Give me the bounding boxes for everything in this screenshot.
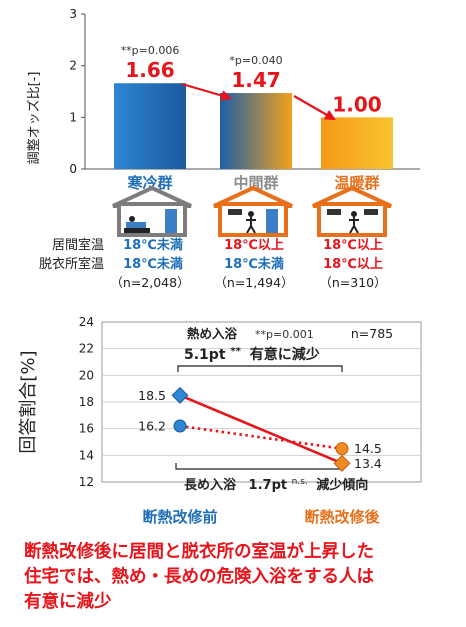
- bar-1: [220, 93, 292, 169]
- bar-series: 1.66**p=0.006 寒冷群 1.47*p=0.040 中間群 1.00 温暖群: [114, 44, 393, 192]
- hot-bath-change-mark: **: [230, 346, 241, 357]
- conclusion-text: 断熱改修後に居間と脱衣所の室温が上昇した 住宅では、熱め・長めの危険入浴をする人…: [24, 540, 454, 615]
- series-0-point-1: [333, 454, 351, 472]
- bar-y-ticks: 0 1 2 3: [69, 7, 85, 176]
- hot-bath-change-text: 有意に減少: [250, 346, 320, 363]
- hot-bath-change-value: 5.1pt: [184, 347, 226, 363]
- sample-size: n=785: [351, 326, 393, 341]
- row-label-living: 居間室温: [52, 237, 104, 253]
- trend-arrows: [181, 82, 336, 121]
- conclusion-line-3: 有意に減少: [24, 592, 112, 612]
- bar-p-label-0: **p=0.006: [121, 44, 180, 57]
- line-y-tick-label-4: 20: [79, 368, 94, 382]
- row-label-dressing: 脱衣所室温: [39, 256, 104, 272]
- hot-bath-p-value: **p=0.001: [255, 328, 314, 341]
- hot-bath-title: 熱め入浴: [187, 326, 238, 341]
- line-series: 18.5 13.4 16.2 14.5: [138, 386, 382, 472]
- cold-living-temp: 18℃未満: [123, 237, 183, 253]
- line-y-axis-label: 回答割合[%]: [18, 350, 39, 453]
- long-bath-change-mark: n.s.: [292, 477, 308, 487]
- long-bath-change-value: 1.7pt: [249, 478, 288, 493]
- bar-p-label-1: *p=0.040: [229, 54, 282, 67]
- house-icon-middle: [213, 185, 293, 237]
- hot-bath-change: 5.1pt ** 有意に減少: [184, 342, 320, 363]
- bar-chart: 調整オッズ比[-] 0 1 2 3 1.66**p=0.006 寒冷群 1.47*p=0.…: [26, 7, 420, 290]
- bar-y-tick-label-2: 2: [69, 59, 77, 73]
- long-bath-bracket: [175, 463, 341, 470]
- bar-value-label-2: 1.00: [332, 92, 381, 116]
- hot-bath-bracket: [177, 365, 343, 372]
- line-y-tick-label-2: 16: [79, 422, 94, 436]
- middle-n: （n=1,494）: [214, 275, 293, 290]
- bar-value-label-0: 1.66: [125, 58, 174, 82]
- line-gridlines: [102, 348, 421, 456]
- series-1-label-0: 16.2: [138, 419, 166, 434]
- bar-category-label-1: 中間群: [233, 174, 278, 192]
- bar-y-tick-label-3: 3: [69, 7, 77, 21]
- after-category-label: 断熱改修後: [304, 508, 380, 526]
- series-0-point-0: [171, 386, 189, 404]
- line-y-ticks: 12 14 16 18 20 22 24: [79, 315, 94, 489]
- house-icon-warm: [312, 185, 392, 237]
- series-1-label-1: 14.5: [354, 441, 382, 456]
- long-bath-title: 長め入浴: [184, 477, 237, 493]
- bar-value-label-1: 1.47: [231, 68, 280, 92]
- series-0-label-0: 18.5: [138, 388, 166, 403]
- conclusion-line-1: 断熱改修後に居間と脱衣所の室温が上昇した: [24, 542, 374, 562]
- hot-bath-p: **p=0.001: [255, 328, 314, 341]
- cold-dressing-temp: 18℃未満: [123, 256, 183, 272]
- cold-n: （n=2,048）: [110, 275, 189, 290]
- line-chart: 12 14 16 18 20 22 24 回答割合[%] 熱め入浴 **p=0.001 n=…: [18, 315, 422, 526]
- middle-dressing-temp: 18℃未満: [224, 256, 284, 272]
- bar-category-label-2: 温暖群: [334, 174, 379, 192]
- bar-category-label-0: 寒冷群: [127, 174, 172, 192]
- warm-living-temp: 18℃以上: [323, 238, 383, 253]
- line-y-tick-label-6: 24: [79, 315, 94, 329]
- series-0-label-1: 13.4: [354, 456, 382, 471]
- long-bath-change: 長め入浴 1.7pt n.s. 減少傾向: [184, 473, 368, 493]
- warm-n: （n=310）: [319, 275, 386, 290]
- before-category-label: 断熱改修前: [142, 508, 217, 526]
- middle-living-temp: 18℃以上: [224, 238, 284, 253]
- series-line-0: [179, 394, 343, 465]
- warm-dressing-temp: 18℃以上: [323, 257, 383, 272]
- conclusion-line-2: 住宅では、熱め・長めの危険入浴をする人は: [24, 567, 374, 587]
- bar-y-tick-label-1: 1: [69, 110, 77, 124]
- bar-y-axis-label: 調整オッズ比[-]: [26, 72, 42, 165]
- bar-0: [114, 83, 186, 169]
- bar-y-tick-label-0: 0: [69, 162, 77, 176]
- house-icon-cold: [112, 185, 192, 237]
- line-y-tick-label-1: 14: [79, 448, 94, 462]
- bar-2: [321, 117, 393, 169]
- line-y-tick-label-0: 12: [79, 475, 94, 489]
- long-bath-change-text: 減少傾向: [316, 477, 368, 493]
- line-y-tick-label-3: 18: [79, 395, 94, 409]
- line-y-tick-label-5: 22: [79, 342, 94, 356]
- trend-arrow-1: [181, 82, 233, 101]
- series-1-point-0: [173, 419, 187, 433]
- trend-arrow-2: [293, 95, 336, 121]
- series-1-point-1: [335, 442, 349, 456]
